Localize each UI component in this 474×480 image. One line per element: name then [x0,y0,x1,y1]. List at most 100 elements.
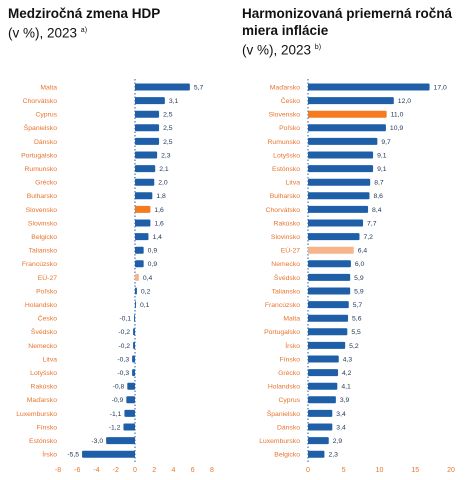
gdp-value-label: 2,5 [163,112,173,119]
inflation-bar [308,233,360,241]
inflation-value-label: 5,5 [351,329,361,336]
gdp-value-label: 3,1 [169,98,179,105]
inflation-value-label: 10,9 [390,125,403,132]
gdp-value-label: -5,5 [67,452,79,459]
gdp-value-label: 2,1 [159,166,169,173]
inflation-category-label: Maďarsko [270,84,300,91]
gdp-category-label: Litva [43,356,58,363]
inflation-note-mark: b) [314,44,322,51]
gdp-value-label: -0,1 [119,316,131,323]
inflation-value-label: 12,0 [398,98,411,105]
inflation-category-label: Poľsko [279,125,300,132]
inflation-value-label: 8,7 [374,180,384,187]
gdp-bar [135,110,160,118]
inflation-value-label: 5,6 [352,316,362,323]
gdp-category-label: Slovinsko [28,220,57,227]
gdp-value-label: 5,7 [194,84,204,91]
inflation-category-label: Španielsko [267,409,300,418]
inflation-bar [308,219,364,227]
inflation-value-label: 8,4 [372,207,382,214]
gdp-category-label: Španielsko [24,123,57,132]
gdp-category-label: Grécko [35,180,57,187]
gdp-category-label: Luxembursko [16,411,57,418]
inflation-category-label: Dánsko [277,424,300,431]
inflation-bar [308,301,349,309]
inflation-bar [308,151,374,159]
inflation-bar [308,192,370,200]
gdp-value-label: -0,9 [112,397,124,404]
gdp-value-label: 1,4 [152,234,162,241]
gdp-category-label: Slovensko [26,207,58,214]
inflation-bar [308,178,371,186]
gdp-x-tick-label: -2 [113,467,119,474]
gdp-bar [135,192,153,200]
inflation-category-label: Grécko [278,370,300,377]
gdp-category-label: Maďarsko [27,397,57,404]
inflation-bar [308,369,339,377]
inflation-value-label: 11,0 [391,112,404,119]
inflation-value-label: 5,7 [353,302,363,309]
gdp-x-tick-label: 8 [210,467,214,474]
inflation-bar [308,423,333,431]
gdp-bar [132,369,135,377]
gdp-value-label: 0,4 [143,275,153,282]
inflation-category-label: Belgicko [274,452,300,459]
inflation-category-label: Švédsko [274,273,300,282]
gdp-x-tick-label: -6 [74,467,80,474]
inflation-bar [308,382,338,390]
gdp-bar [123,423,135,431]
inflation-x-tick-label: 5 [342,467,346,474]
gdp-bar [133,341,135,349]
gdp-category-label: Rakúsko [31,384,58,391]
gdp-bar [133,328,135,336]
gdp-value-label: 2,0 [158,180,168,187]
inflation-bar [308,97,394,105]
inflation-value-label: 5,9 [354,275,364,282]
gdp-category-label: Česko [38,314,57,323]
gdp-category-label: Dánsko [34,139,57,146]
gdp-bar [132,355,135,363]
inflation-bar [308,246,354,254]
inflation-category-label: Francúzsko [265,302,300,309]
gdp-bar [124,409,135,417]
gdp-value-label: 0,2 [141,288,151,295]
gdp-value-label: 1,8 [156,193,166,200]
gdp-x-tick-label: -4 [93,467,99,474]
gdp-bar [134,314,135,322]
gdp-bar [106,437,135,445]
gdp-category-label: Portugalsko [21,152,57,159]
inflation-value-label: 9,1 [377,166,387,173]
inflation-bar [308,396,336,404]
inflation-category-label: Rakúsko [274,220,301,227]
gdp-x-tick-label: 6 [191,467,195,474]
gdp-bar [135,137,160,145]
gdp-note-mark: a) [80,27,88,34]
inflation-bar [308,124,386,132]
gdp-bar [135,301,136,309]
gdp-category-label: Fínsko [37,424,58,431]
inflation-bar [308,137,378,145]
gdp-bar [135,260,144,268]
gdp-value-label: 0,9 [148,248,158,255]
gdp-category-label: Chorvátsko [23,98,58,105]
inflation-category-label: Írsko [285,341,300,350]
gdp-subtitle: (v %), 2023 [8,25,78,41]
gdp-category-label: Francúzsko [22,261,57,268]
gdp-category-label: Estónsko [29,438,57,445]
inflation-x-tick-label: 15 [411,467,419,474]
inflation-bar [308,165,374,173]
inflation-value-label: 2,3 [328,452,338,459]
gdp-x-tick-label: 0 [133,467,137,474]
gdp-value-label: 2,5 [163,139,173,146]
gdp-category-label: Írsko [42,450,57,459]
gdp-category-label: Poľsko [36,288,57,295]
inflation-value-label: 9,7 [381,139,391,146]
inflation-value-label: 5,9 [354,288,364,295]
gdp-bar [82,450,135,458]
inflation-value-label: 3,4 [336,411,346,418]
gdp-bar [135,83,190,91]
inflation-bar [308,328,348,336]
gdp-bar [135,97,165,105]
inflation-category-label: Lotyšsko [273,152,300,159]
inflation-category-label: Fínsko [280,356,301,363]
